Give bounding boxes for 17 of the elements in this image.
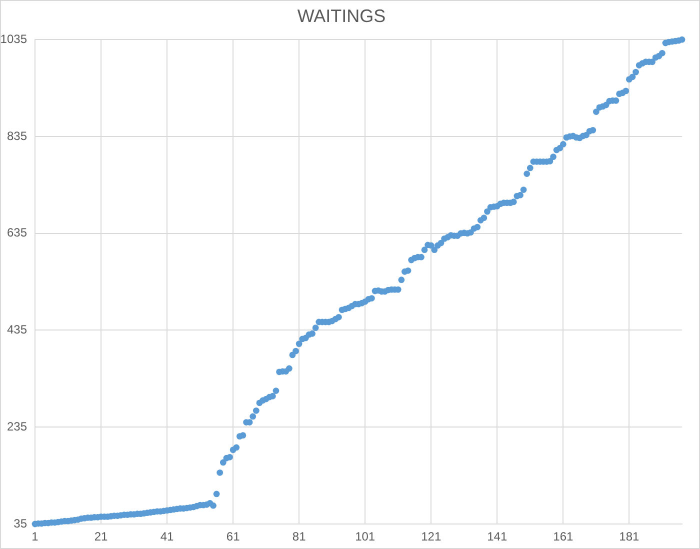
x-tick-label: 1 [32,530,39,544]
y-tick-label: 235 [6,419,28,434]
y-tick-label: 435 [6,322,28,337]
x-tick-label: 181 [619,530,640,544]
y-tick-label: 35 [14,516,28,530]
x-tick-label: 141 [487,530,508,544]
x-tick-label: 161 [553,530,574,544]
x-tick-label: 81 [292,530,306,544]
x-tick-label: 121 [421,530,442,544]
x-tick-label: 41 [160,530,174,544]
x-tick-label: 61 [226,530,240,544]
x-tick-label: 101 [355,530,376,544]
y-tick-label: 835 [6,128,28,143]
y-tick-label: 1035 [0,32,28,46]
y-tick-label: 635 [6,226,28,240]
x-tick-label: 21 [94,530,108,544]
chart-title: WAITINGS [297,6,386,26]
